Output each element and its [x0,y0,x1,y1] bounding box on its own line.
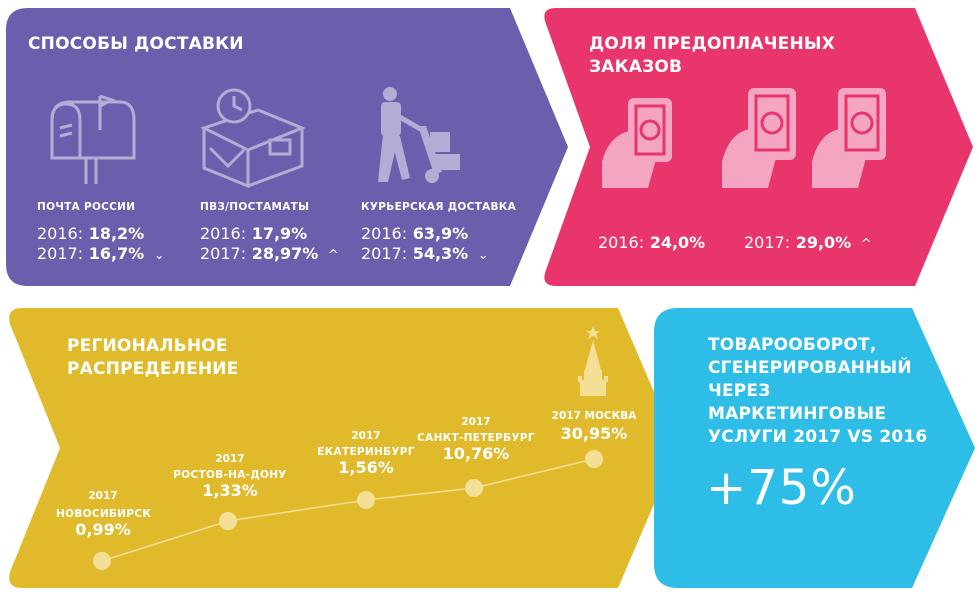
regional-title: РЕГИОНАЛЬНОЕ РАСПРЕДЕЛЕНИЕ [67,335,239,381]
year-label: 2017: [37,244,84,263]
stat-value: 29,0% [795,233,852,252]
year-label: 2016: [37,224,84,243]
city-value: 1,33% [202,481,258,500]
city-name: САНКТ-ПЕТЕРБУРГ [417,432,535,444]
year-label: 2017: [744,233,791,252]
city-point-novosibirsk [93,552,111,570]
stat-value: 28,97% [251,244,319,263]
turnover-title-line: СГЕНЕРИРОВАННЫЙ [708,358,912,378]
city-label-moscow: 2017 МОСКВА 30,95% [544,410,644,443]
method-label-courier: КУРЬЕРСКАЯ ДОСТАВКА [361,201,517,213]
city-name: ЕКАТЕРИНБУРГ [317,446,415,458]
city-value: 1,56% [338,458,394,477]
city-value: 0,99% [75,520,131,539]
method-label-pickup: ПВЗ/ПОСТАМАТЫ [200,201,310,213]
stat-value: 63,9% [412,224,469,243]
trend-up-icon: ^ [327,248,339,263]
city-label-ekaterinburg: 2017 ЕКАТЕРИНБУРГ 1,56% [310,430,422,477]
year-label: 2016: [200,224,247,243]
method-label-post: ПОЧТА РОССИИ [37,201,136,213]
phone-money-icon [722,88,796,188]
city-name: НОВОСИБИРСК [56,508,152,520]
turnover-title-line: ЧЕРЕЗ [708,381,771,401]
city-point-rostov [219,512,237,530]
city-label-spb: 2017 САНКТ-ПЕТЕРБУРГ 10,76% [416,416,536,463]
pickup-2016-stat: 2016: 17,9% [200,224,307,243]
city-label-rostov: 2017 РОСТОВ-НА-ДОНУ 1,33% [170,453,290,500]
prepaid-title-line: ЗАКАЗОВ [589,57,683,77]
regional-title-line: РАСПРЕДЕЛЕНИЕ [67,359,239,379]
phone-money-icon [602,98,672,188]
parcel-clock-icon [200,88,306,188]
prepaid-2016-stat: 2016: 24,0% [598,233,705,252]
stat-value: 16,7% [88,244,145,263]
city-year: 2017 [88,490,118,502]
turnover-title: ТОВАРООБОРОТ, СГЕНЕРИРОВАННЫЙ ЧЕРЕЗ МАРК… [708,334,927,449]
trend-up-icon: ^ [860,237,872,252]
prepaid-title: ДОЛЯ ПРЕДОПЛАЧЕНЫХ ЗАКАЗОВ [589,33,835,79]
post-2016-stat: 2016: 18,2% [37,224,144,243]
city-point-spb [465,479,483,497]
city-point-ekaterinburg [357,491,375,509]
year-label: 2016: [361,224,408,243]
turnover-title-line: ТОВАРООБОРОТ, [708,335,877,355]
city-year: 2017 [461,416,491,428]
post-2017-stat: 2017: 16,7% ⌄ [37,244,165,265]
prepaid-2017-stat: 2017: 29,0% ^ [744,233,872,254]
phone-money-icon [812,88,886,188]
kremlin-tower-icon [578,326,608,396]
year-label: 2016: [598,233,645,252]
delivery-panel [6,8,568,286]
turnover-panel [654,308,975,588]
city-year: 2017 [215,453,245,465]
stat-value: 24,0% [649,233,706,252]
city-point-moscow [585,450,603,468]
turnover-value: +75% [706,460,857,516]
stat-value: 54,3% [412,244,469,263]
stat-value: 18,2% [88,224,145,243]
city-label-novosibirsk: 2017 НОВОСИБИРСК 0,99% [56,490,152,539]
stat-value: 17,9% [251,224,308,243]
courier-2017-stat: 2017: 54,3% ⌄ [361,244,489,265]
trend-down-icon: ⌄ [153,248,165,263]
regional-panel [9,308,678,588]
pickup-2017-stat: 2017: 28,97% ^ [200,244,339,265]
delivery-title: СПОСОБЫ ДОСТАВКИ [28,34,244,54]
city-year: 2017 МОСКВА [551,410,637,422]
mailbox-icon [50,94,136,184]
city-name: РОСТОВ-НА-ДОНУ [173,469,287,481]
year-label: 2017: [361,244,408,263]
turnover-title-line: УСЛУГИ 2017 VS 2016 [708,427,928,447]
year-label: 2017: [200,244,247,263]
courier-icon [378,87,460,183]
regional-title-line: РЕГИОНАЛЬНОЕ [67,336,228,356]
prepaid-title-line: ДОЛЯ ПРЕДОПЛАЧЕНЫХ [589,34,836,54]
turnover-title-line: МАРКЕТИНГОВЫЕ [708,404,887,424]
city-value: 10,76% [442,444,510,463]
city-value: 30,95% [560,424,628,443]
city-year: 2017 [351,430,381,442]
trend-down-icon: ⌄ [477,248,489,263]
courier-2016-stat: 2016: 63,9% [361,224,468,243]
